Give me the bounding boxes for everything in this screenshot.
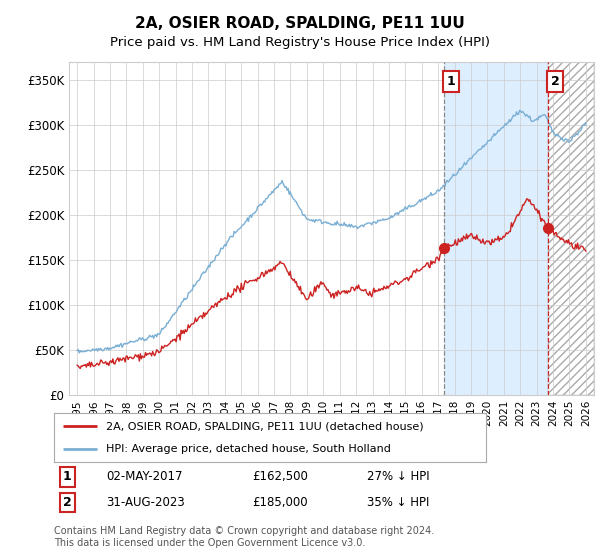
- Text: £162,500: £162,500: [253, 470, 308, 483]
- Text: 31-AUG-2023: 31-AUG-2023: [106, 496, 185, 508]
- Text: 2: 2: [62, 496, 71, 508]
- Text: £185,000: £185,000: [253, 496, 308, 508]
- Text: 2: 2: [551, 75, 560, 88]
- Text: 35% ↓ HPI: 35% ↓ HPI: [367, 496, 430, 508]
- Text: 2A, OSIER ROAD, SPALDING, PE11 1UU: 2A, OSIER ROAD, SPALDING, PE11 1UU: [135, 16, 465, 31]
- Text: 27% ↓ HPI: 27% ↓ HPI: [367, 470, 430, 483]
- Text: 02-MAY-2017: 02-MAY-2017: [106, 470, 182, 483]
- Bar: [443, 62, 548, 395]
- Text: 1: 1: [447, 75, 455, 88]
- Bar: [548, 62, 594, 395]
- Text: HPI: Average price, detached house, South Holland: HPI: Average price, detached house, Sout…: [106, 444, 391, 454]
- Text: Price paid vs. HM Land Registry's House Price Index (HPI): Price paid vs. HM Land Registry's House …: [110, 36, 490, 49]
- Bar: [548, 62, 594, 395]
- Text: 1: 1: [62, 470, 71, 483]
- Text: 2A, OSIER ROAD, SPALDING, PE11 1UU (detached house): 2A, OSIER ROAD, SPALDING, PE11 1UU (deta…: [106, 421, 424, 431]
- Text: Contains HM Land Registry data © Crown copyright and database right 2024.
This d: Contains HM Land Registry data © Crown c…: [54, 526, 434, 548]
